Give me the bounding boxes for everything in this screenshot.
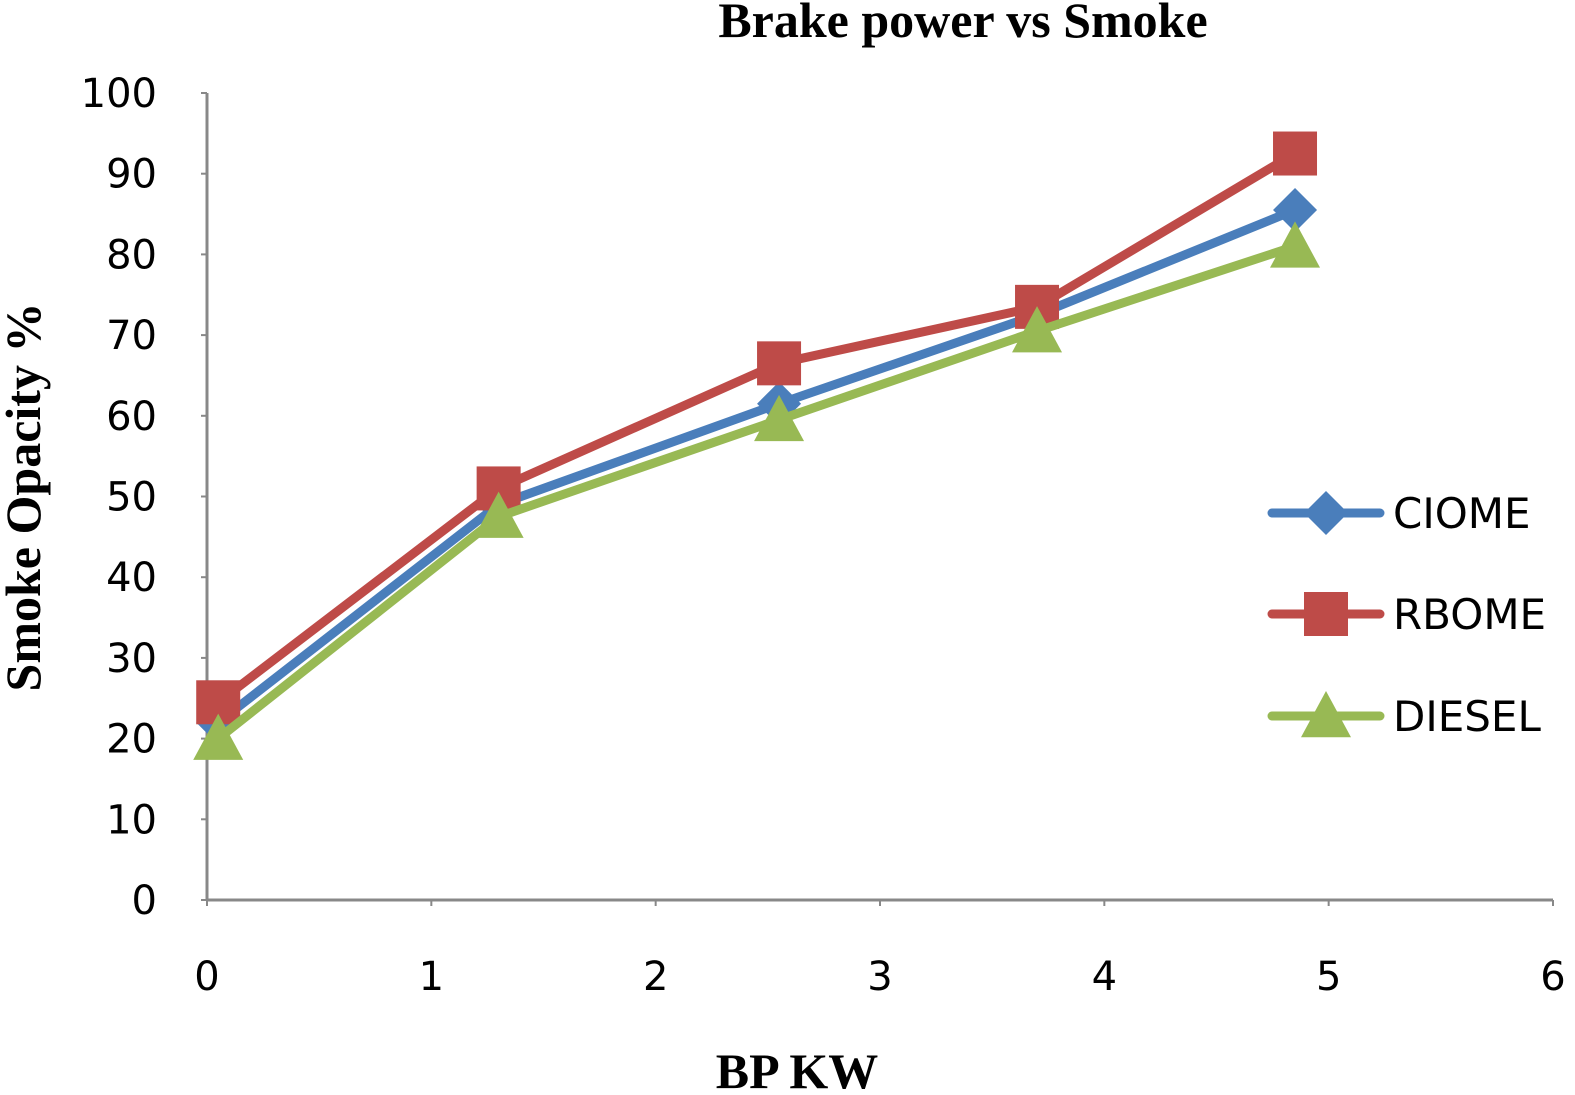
y-tick-label: 80 — [106, 232, 157, 278]
x-tick-label: 4 — [1092, 954, 1117, 1000]
data-point-diesel — [473, 491, 524, 538]
data-point-ciome — [1273, 188, 1318, 233]
plot-series — [193, 131, 1321, 760]
y-tick-label: 50 — [106, 475, 157, 521]
y-tick-label: 90 — [106, 152, 157, 198]
legend-marker-rbome — [1304, 592, 1348, 636]
y-tick-label: 70 — [106, 313, 157, 359]
data-point-rbome — [757, 341, 802, 386]
legend-item-rbome: RBOME — [1267, 590, 1546, 639]
series-line-diesel — [213, 241, 1300, 744]
data-point-diesel — [1270, 221, 1321, 268]
x-tick-label: 1 — [419, 954, 444, 1000]
y-tick-label: 100 — [81, 71, 157, 117]
y-tick-label: 20 — [106, 717, 157, 763]
y-axis-title: Smoke Opacity % — [0, 303, 51, 692]
data-point-diesel — [193, 713, 244, 760]
legend: CIOME RBOME DIESEL — [1267, 489, 1546, 741]
y-tick-label: 10 — [106, 797, 157, 843]
data-point-diesel — [754, 394, 805, 442]
legend-item-ciome: CIOME — [1267, 489, 1531, 538]
x-axis-title: BP KW — [716, 1043, 879, 1095]
y-tick-label: 0 — [132, 878, 157, 924]
x-tick-label: 6 — [1540, 954, 1565, 1000]
legend-marker-diesel — [1301, 691, 1351, 738]
data-point-rbome — [1273, 131, 1318, 176]
series-line-ciome — [213, 205, 1300, 727]
legend-label-rbome: RBOME — [1393, 590, 1546, 639]
series-ciome — [196, 188, 1318, 745]
x-tick-label: 5 — [1316, 954, 1341, 1000]
chart-title: Brake power vs Smoke — [718, 0, 1207, 48]
x-tick-label: 0 — [194, 954, 219, 1000]
legend-marker-ciome — [1304, 491, 1348, 535]
data-point-diesel — [1012, 306, 1063, 353]
y-tick-label: 30 — [106, 636, 157, 682]
series-diesel — [193, 221, 1321, 760]
legend-label-diesel: DIESEL — [1393, 692, 1541, 741]
axes: 0 10 20 30 40 50 60 70 80 90 100 0 1 2 3 4 5 6 — [81, 71, 1566, 1000]
y-tick-label: 40 — [106, 555, 157, 601]
legend-label-ciome: CIOME — [1393, 489, 1531, 538]
legend-item-diesel: DIESEL — [1267, 691, 1541, 741]
x-tick-label: 3 — [867, 954, 892, 1000]
x-tick-label: 2 — [643, 954, 668, 1000]
y-tick-label: 60 — [106, 394, 157, 440]
